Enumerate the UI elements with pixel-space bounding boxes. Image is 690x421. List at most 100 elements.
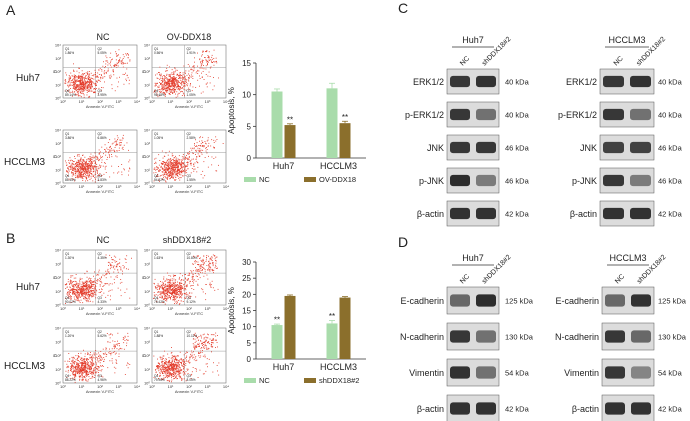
event-dot: [172, 168, 174, 170]
event-dot: [86, 88, 88, 90]
event-dot: [93, 168, 94, 170]
event-dot: [199, 156, 200, 157]
event-dot: [123, 74, 125, 75]
event-dot: [177, 85, 179, 87]
event-dot: [190, 164, 192, 166]
event-dot: [164, 80, 166, 82]
event-dot: [69, 165, 71, 167]
event-dot: [207, 75, 209, 77]
x-tick-label: 10³: [116, 384, 122, 389]
event-dot: [109, 337, 111, 339]
event-dot: [79, 80, 80, 81]
event-dot: [181, 288, 183, 289]
event-dot: [90, 87, 92, 89]
event-dot: [155, 287, 157, 288]
event-dot: [84, 361, 85, 363]
event-dot: [107, 270, 109, 272]
event-dot: [113, 366, 115, 368]
event-dot: [126, 345, 127, 347]
event-dot: [154, 286, 156, 287]
event-dot: [167, 283, 169, 285]
event-dot: [116, 264, 118, 266]
event-dot: [165, 289, 166, 291]
event-dot: [111, 358, 113, 360]
event-dot: [210, 59, 212, 61]
event-dot: [184, 298, 186, 299]
event-dot: [171, 296, 172, 297]
event-dot: [159, 66, 161, 68]
event-dots: [153, 254, 219, 305]
event-dot: [93, 165, 95, 167]
panel-a-row-label-hcclm3: HCCLM3: [4, 157, 46, 168]
event-dot: [161, 163, 163, 165]
event-dot: [110, 64, 111, 66]
event-dot: [169, 90, 171, 92]
event-dot: [95, 75, 97, 77]
event-dot: [171, 175, 173, 177]
event-dot: [85, 370, 87, 372]
event-dot: [169, 362, 171, 363]
event-dot: [85, 164, 87, 166]
event-dot: [125, 53, 127, 55]
event-dot: [77, 292, 79, 294]
event-dot: [181, 77, 183, 79]
event-dot: [173, 296, 175, 298]
y-tick-label: 10⁰: [55, 181, 61, 186]
event-dot: [90, 86, 92, 88]
event-dot: [82, 290, 83, 292]
event-dot: [89, 370, 91, 372]
event-dot: [80, 291, 82, 293]
event-dot: [167, 86, 169, 88]
event-dot: [174, 163, 176, 165]
event-dot: [83, 168, 85, 169]
event-dot: [190, 270, 192, 272]
event-dot: [176, 86, 178, 88]
event-dot: [193, 170, 195, 172]
event-dot: [163, 162, 165, 164]
event-dot: [76, 166, 78, 167]
y-axis-label: PI: [141, 276, 146, 280]
event-dot: [85, 372, 87, 373]
event-dot: [67, 281, 69, 283]
legend-label: OV-DDX18: [319, 175, 356, 184]
event-dot: [87, 300, 89, 302]
event-dot: [85, 162, 87, 163]
event-dot: [83, 288, 85, 290]
event-dot: [175, 88, 177, 90]
event-dot: [164, 95, 166, 97]
event-dot: [161, 285, 163, 286]
event-dot: [173, 372, 174, 373]
event-dot: [189, 65, 190, 67]
event-dot: [80, 164, 82, 165]
event-dot: [100, 157, 101, 159]
event-dot: [201, 67, 203, 69]
event-dot: [85, 291, 87, 293]
event-dot: [101, 69, 103, 70]
event-dot: [85, 81, 87, 83]
x-tick-label: 10⁴: [134, 184, 140, 189]
event-dot: [87, 366, 89, 367]
event-dot: [172, 293, 173, 295]
event-dot: [90, 175, 92, 177]
y-axis-label: PI: [52, 276, 57, 280]
event-dot: [79, 367, 81, 369]
event-dot: [169, 295, 170, 297]
event-dot: [81, 77, 83, 79]
event-dot: [115, 53, 117, 55]
event-dot: [127, 62, 128, 64]
event-dot: [183, 77, 185, 79]
event-dot: [89, 295, 91, 297]
event-dot: [169, 368, 170, 370]
event-dot: [203, 65, 204, 66]
event-dot: [178, 360, 179, 362]
event-dot: [114, 66, 116, 67]
event-dot: [110, 66, 112, 68]
event-dot: [155, 85, 157, 86]
event-dot: [99, 80, 101, 82]
event-dot: [177, 170, 178, 172]
event-dot: [162, 79, 163, 81]
event-dot: [165, 370, 167, 371]
event-dot: [82, 286, 84, 288]
event-dot: [160, 77, 162, 79]
event-dot: [184, 71, 186, 73]
